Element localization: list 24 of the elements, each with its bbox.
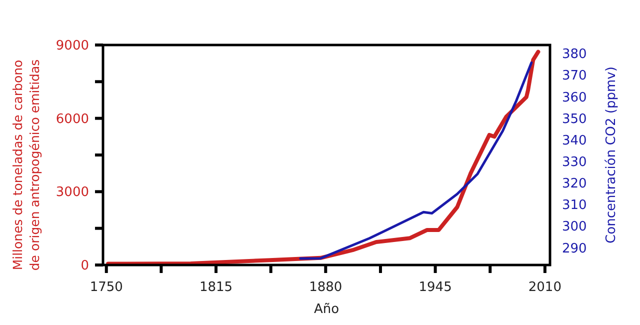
y2-tick-label: 330 — [562, 155, 587, 170]
line-series — [106, 50, 540, 266]
y2-tick-label: 320 — [562, 176, 587, 192]
y-axis-title: Millones de toneladas de carbono de origen antropogénico emitidas — [10, 59, 42, 271]
x-tick-label: 2010 — [528, 280, 562, 295]
x-tick-label: 1880 — [309, 280, 342, 295]
y2-tick-label: 290 — [562, 241, 587, 256]
x-tick-label: 1945 — [418, 280, 452, 295]
y2-tick-label: 350 — [562, 112, 587, 127]
y2-tick-label: 370 — [562, 68, 587, 84]
y2-axis-title: Concentración CO2 (ppmv) — [604, 66, 619, 244]
y2-tick-label: 380 — [562, 47, 587, 62]
y-tick-label: 3000 — [56, 185, 89, 200]
y-tick-label: 9000 — [56, 38, 89, 54]
y-tick-label: 6000 — [56, 112, 89, 127]
y2-tick-label: 300 — [562, 220, 587, 235]
x-tick-label: 1815 — [199, 280, 233, 295]
y2-tick-label: 340 — [562, 133, 587, 148]
line-series — [299, 61, 533, 260]
y2-tick-label: 310 — [562, 198, 587, 214]
y2-tick-label: 360 — [562, 90, 587, 106]
y-tick-label: 0 — [80, 258, 89, 274]
x-axis-title: Año — [314, 302, 340, 317]
x-tick-label: 1750 — [90, 280, 123, 295]
